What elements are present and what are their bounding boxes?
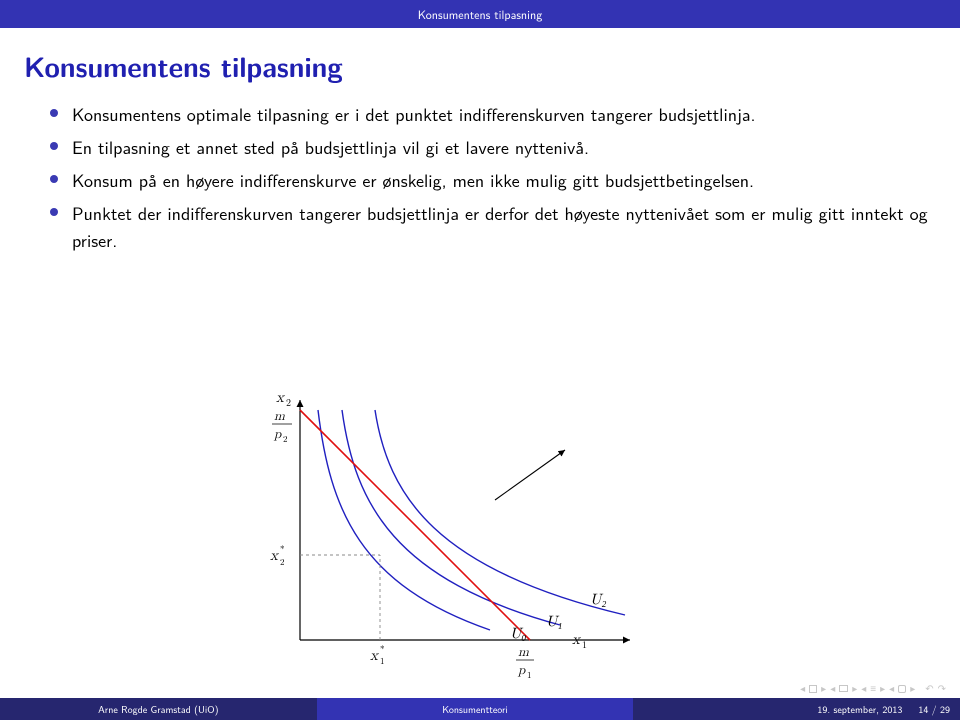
bullet-list: Konsumentens optimale tilpasning er i de… [48, 100, 932, 253]
svg-text:1: 1 [380, 657, 385, 666]
nav-frame-icon[interactable] [898, 685, 906, 693]
nav-prev-subsection-icon[interactable]: ◂ [830, 681, 835, 696]
footer-right: 19. september, 2013 14 / 29 [633, 698, 960, 720]
footer-lecture: Konsumentteori [317, 698, 634, 720]
nav-prev-slide-icon[interactable]: ◂ [861, 681, 866, 696]
svg-text:1: 1 [582, 640, 587, 650]
bullet-item: En tilpasning et annet sted på budsjettl… [48, 133, 932, 160]
svg-text:1: 1 [527, 671, 532, 680]
section-label: Konsumentens tilpasning [418, 5, 542, 23]
nav-icons-bar: ◂ ▸ ◂ ▸ ◂ ≡ ▸ ◂ ▸ ↶ ↷ [800, 681, 946, 696]
svg-text:2: 2 [283, 435, 288, 444]
svg-text:U₀: U₀ [510, 626, 526, 641]
svg-text:2: 2 [280, 558, 285, 567]
svg-text:m: m [518, 646, 529, 659]
nav-forward-icon[interactable]: ↷ [938, 681, 946, 696]
bullet-item: Konsum på en høyere indifferenskurve er … [48, 166, 932, 193]
nav-slide-icon[interactable]: ≡ [870, 681, 876, 696]
footer-author: Arne Rogde Gramstad (UiO) [0, 698, 317, 720]
svg-text:*: * [280, 545, 285, 554]
svg-text:2: 2 [286, 398, 291, 408]
svg-text:*: * [380, 645, 385, 654]
nav-prev-section-icon[interactable]: ◂ [800, 681, 805, 696]
nav-next-subsection-icon[interactable]: ▸ [852, 681, 857, 696]
svg-text:U₂: U₂ [590, 592, 606, 607]
slide-footer: Arne Rogde Gramstad (UiO) Konsumentteori… [0, 698, 960, 720]
bullet-item: Konsumentens optimale tilpasning er i de… [48, 100, 932, 127]
nav-next-section-icon[interactable]: ▸ [821, 681, 826, 696]
slide-title: Konsumentens tilpasning [24, 46, 936, 86]
nav-square-icon[interactable] [809, 685, 817, 693]
nav-back-icon[interactable]: ↶ [925, 681, 933, 696]
nav-prev-frame-icon[interactable]: ◂ [889, 681, 894, 696]
footer-page: 14 / 29 [918, 702, 950, 717]
nav-subsection-icon[interactable] [839, 685, 848, 692]
svg-text:p: p [273, 428, 282, 441]
slide-header: Konsumentens tilpasning [0, 0, 960, 28]
svg-text:p: p [517, 664, 526, 677]
svg-text:U₁: U₁ [546, 614, 562, 629]
nav-next-slide-icon[interactable]: ▸ [880, 681, 885, 696]
svg-text:x: x [276, 390, 286, 405]
bullet-item: Punktet der indifferenskurven tangerer b… [48, 199, 932, 253]
indifference-chart: x2mp2x*2x*1mp1x1U₀U₁U₂ [230, 380, 690, 680]
svg-text:x: x [270, 548, 280, 563]
nav-next-frame-icon[interactable]: ▸ [910, 681, 915, 696]
svg-text:m: m [274, 410, 285, 423]
footer-date: 19. september, 2013 [817, 702, 902, 717]
svg-text:x: x [370, 648, 380, 663]
